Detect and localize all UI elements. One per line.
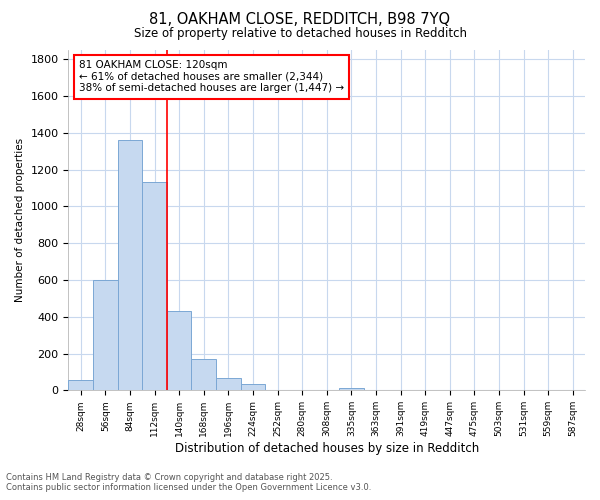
Y-axis label: Number of detached properties: Number of detached properties	[15, 138, 25, 302]
Bar	[142, 182, 167, 390]
Bar	[68, 380, 93, 390]
Text: Size of property relative to detached houses in Redditch: Size of property relative to detached ho…	[133, 28, 467, 40]
Bar	[118, 140, 142, 390]
Text: 81 OAKHAM CLOSE: 120sqm
← 61% of detached houses are smaller (2,344)
38% of semi: 81 OAKHAM CLOSE: 120sqm ← 61% of detache…	[79, 60, 344, 94]
Bar	[241, 384, 265, 390]
Bar	[167, 311, 191, 390]
Bar	[216, 378, 241, 390]
Text: 81, OAKHAM CLOSE, REDDITCH, B98 7YQ: 81, OAKHAM CLOSE, REDDITCH, B98 7YQ	[149, 12, 451, 28]
Text: Contains HM Land Registry data © Crown copyright and database right 2025.
Contai: Contains HM Land Registry data © Crown c…	[6, 473, 371, 492]
Bar	[191, 359, 216, 390]
X-axis label: Distribution of detached houses by size in Redditch: Distribution of detached houses by size …	[175, 442, 479, 455]
Bar	[93, 280, 118, 390]
Bar	[339, 388, 364, 390]
